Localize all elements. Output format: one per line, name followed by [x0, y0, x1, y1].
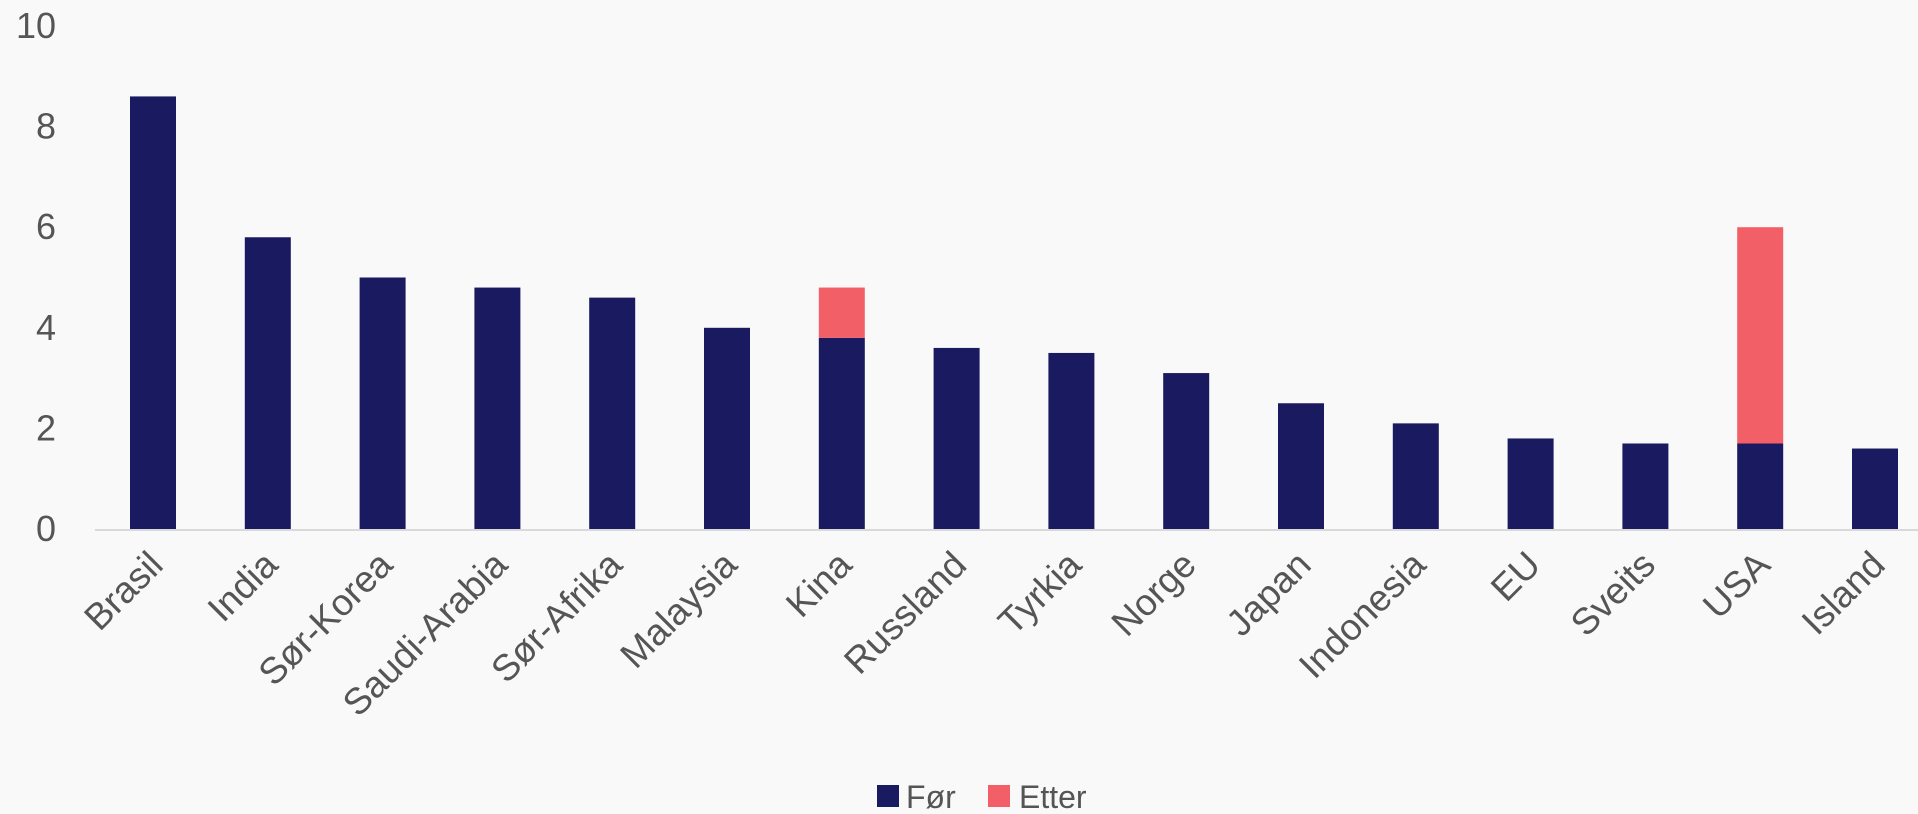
bar-for-11 [1392, 423, 1439, 529]
y-tick-label: 0 [36, 508, 56, 549]
x-tick-label: Kina [778, 543, 860, 625]
x-tick-label: Russland [836, 544, 974, 682]
bar-for-4 [589, 297, 636, 529]
x-tick-label: India [200, 543, 286, 629]
bar-for-5 [704, 327, 750, 529]
bar-for-7 [933, 347, 980, 529]
bar-for-15 [1852, 448, 1898, 529]
bar-for-10 [1278, 403, 1324, 529]
y-tick-label: 8 [36, 106, 56, 147]
bars [130, 96, 1898, 530]
bar-for-8 [1048, 352, 1095, 529]
x-tick-label: Indonesia [1291, 543, 1434, 686]
legend-label-for: Før [906, 779, 956, 814]
x-tick-label: USA [1695, 543, 1778, 626]
bar-for-1 [244, 237, 291, 529]
y-tick-label: 10 [16, 5, 56, 46]
bar-for-14 [1737, 443, 1784, 529]
y-tick-label: 6 [36, 206, 56, 247]
y-tick-label: 4 [36, 307, 56, 348]
x-tick-label: Japan [1218, 544, 1318, 644]
y-axis-ticks: 0 2 4 6 8 10 [16, 5, 56, 549]
y-tick-label: 2 [36, 407, 56, 448]
bar-for-13 [1622, 443, 1669, 529]
bar-etter-6 [818, 287, 865, 338]
x-tick-label: Sveits [1563, 544, 1663, 644]
legend-label-etter: Etter [1019, 779, 1087, 814]
bar-etter-14 [1737, 227, 1784, 444]
bar-for-2 [359, 277, 406, 529]
bar-for-3 [474, 287, 521, 529]
x-tick-label: Norge [1104, 544, 1204, 644]
x-tick-label: Island [1794, 544, 1893, 643]
bar-for-0 [130, 96, 176, 530]
x-tick-label: Brasil [76, 544, 170, 638]
x-tick-label: Malaysia [612, 543, 745, 676]
legend-swatch-etter [988, 785, 1010, 807]
x-tick-label: Tyrkia [990, 543, 1089, 642]
bar-for-9 [1163, 373, 1210, 529]
x-tick-label: EU [1483, 544, 1548, 609]
legend: Før Etter [877, 779, 1087, 814]
legend-swatch-for [877, 785, 899, 807]
x-axis-labels: Brasil IndiaSør-KoreaSaudi-ArabiaSør-Afri… [76, 543, 1892, 724]
bar-for-6 [818, 337, 865, 529]
bar-for-12 [1507, 438, 1554, 529]
